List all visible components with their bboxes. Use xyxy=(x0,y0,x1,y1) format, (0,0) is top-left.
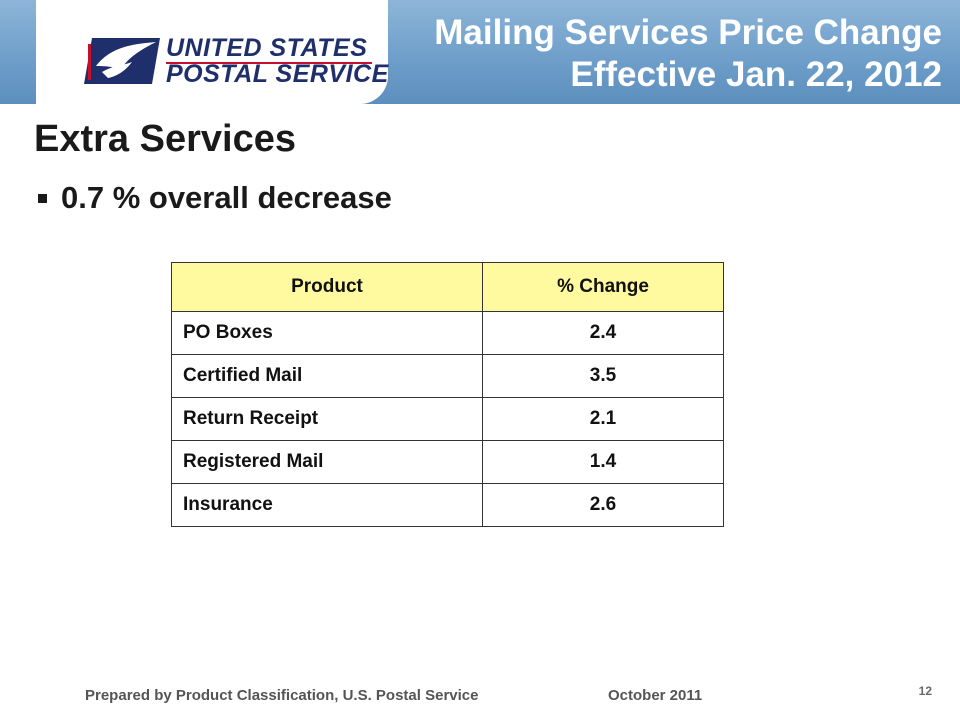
bullet-item: 0.7 % overall decrease xyxy=(38,180,392,216)
header-title-line2: Effective Jan. 22, 2012 xyxy=(570,55,942,94)
square-bullet-icon xyxy=(38,193,47,203)
page-number: 12 xyxy=(918,684,932,698)
table-row: Certified Mail 3.5 xyxy=(171,354,724,398)
header-cell-product: Product xyxy=(171,262,483,312)
price-change-table: Product % Change PO Boxes 2.4 Certified … xyxy=(171,262,724,527)
table-header-row: Product % Change xyxy=(171,262,724,312)
change-cell: 2.6 xyxy=(482,483,724,527)
slide-title: Extra Services xyxy=(34,118,296,160)
product-cell: Certified Mail xyxy=(171,354,483,398)
header-title: Mailing Services Price Change Effective … xyxy=(434,12,942,96)
table-row: PO Boxes 2.4 xyxy=(171,311,724,355)
header-cell-change: % Change xyxy=(482,262,724,312)
product-cell: Registered Mail xyxy=(171,440,483,484)
table-row: Return Receipt 2.1 xyxy=(171,397,724,441)
change-cell: 2.4 xyxy=(482,311,724,355)
logo-rule xyxy=(166,62,372,64)
change-cell: 1.4 xyxy=(482,440,724,484)
footer-date: October 2011 xyxy=(608,687,703,704)
bullet-text: 0.7 % overall decrease xyxy=(61,180,392,215)
logo-text-line2: POSTAL SERVICE xyxy=(166,60,389,88)
product-cell: Return Receipt xyxy=(171,397,483,441)
change-cell: 2.1 xyxy=(482,397,724,441)
product-cell: Insurance xyxy=(171,483,483,527)
logo-text-line1: UNITED STATES xyxy=(166,34,368,62)
table-row: Registered Mail 1.4 xyxy=(171,440,724,484)
footer-prepared-by: Prepared by Product Classification, U.S.… xyxy=(85,687,479,704)
usps-eagle-logo-icon xyxy=(84,38,160,84)
header-title-line1: Mailing Services Price Change xyxy=(434,13,942,52)
change-cell: 3.5 xyxy=(482,354,724,398)
product-cell: PO Boxes xyxy=(171,311,483,355)
table-row: Insurance 2.6 xyxy=(171,483,724,527)
